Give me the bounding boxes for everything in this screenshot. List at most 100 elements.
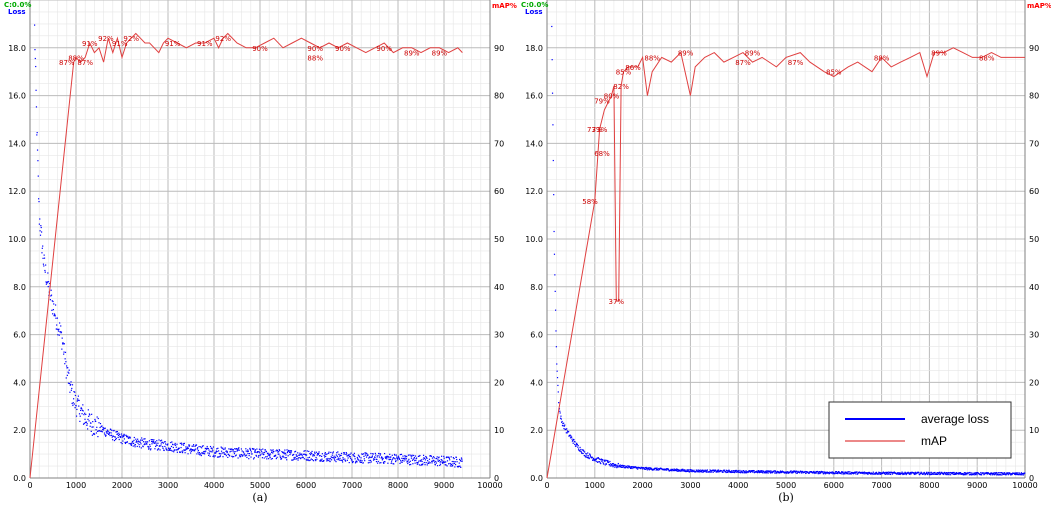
- loss-point: [609, 460, 611, 463]
- loss-point: [390, 456, 392, 458]
- loss-point: [945, 473, 947, 476]
- loss-point: [193, 449, 195, 451]
- loss-point: [979, 474, 982, 476]
- loss-point: [896, 472, 899, 474]
- loss-point: [221, 452, 223, 454]
- map-tick-label: 0: [494, 474, 499, 483]
- loss-point: [329, 460, 331, 463]
- loss-point: [730, 470, 733, 472]
- loss-point: [919, 473, 921, 475]
- loss-point: [889, 473, 892, 475]
- loss-point: [645, 466, 647, 469]
- loss-point: [598, 461, 600, 463]
- loss-point: [714, 469, 717, 471]
- loss-point: [212, 446, 215, 448]
- loss-point: [100, 425, 102, 428]
- loss-point: [312, 454, 314, 456]
- loss-point: [573, 441, 575, 443]
- loss-point: [551, 25, 553, 28]
- loss-point: [874, 473, 876, 475]
- loss-point: [842, 471, 844, 473]
- loss-point: [930, 472, 932, 474]
- loss-point: [800, 470, 802, 473]
- loss-point: [233, 455, 235, 458]
- loss-point: [222, 447, 224, 449]
- loss-point: [358, 459, 360, 461]
- loss-point: [228, 448, 230, 450]
- loss-point: [576, 443, 579, 446]
- loss-point: [989, 472, 991, 475]
- loss-point: [271, 450, 273, 452]
- loss-point: [134, 444, 136, 446]
- loss-point: [987, 472, 989, 474]
- loss-point: [963, 474, 965, 476]
- loss-point: [66, 367, 68, 369]
- loss-point: [54, 314, 56, 316]
- loss-point: [71, 387, 73, 390]
- loss-point: [267, 452, 269, 454]
- loss-tick-label: 12.0: [525, 187, 543, 196]
- map-tick-label: 40: [1029, 283, 1039, 292]
- x-tick-label: 1000: [585, 481, 605, 490]
- loss-tick-label: 0.0: [13, 474, 26, 483]
- loss-point: [1002, 472, 1004, 474]
- loss-point: [66, 374, 68, 376]
- chart-panel-a: 0 1000 2000 3000 4000 5000 6000 7000 8000 9000 100…: [4, 0, 517, 504]
- loss-point: [644, 467, 647, 469]
- loss-point: [362, 462, 364, 464]
- loss-point: [152, 441, 154, 444]
- loss-point: [180, 451, 182, 453]
- loss-point: [969, 473, 972, 476]
- loss-point: [878, 473, 880, 475]
- loss-point: [136, 441, 138, 443]
- loss-point: [864, 473, 866, 475]
- loss-point: [426, 457, 428, 460]
- loss-point: [629, 466, 631, 468]
- loss-point: [87, 409, 89, 411]
- loss-point: [110, 434, 113, 436]
- loss-point: [968, 472, 970, 474]
- loss-point: [728, 470, 731, 473]
- loss-point: [857, 472, 859, 474]
- loss-point: [82, 423, 85, 425]
- loss-point: [310, 454, 312, 456]
- loss-point: [561, 424, 564, 427]
- loss-point: [264, 449, 266, 451]
- loss-point: [951, 472, 953, 475]
- loss-point: [231, 455, 233, 457]
- loss-point: [557, 391, 559, 393]
- loss-point: [915, 473, 917, 475]
- loss-point: [1007, 474, 1009, 476]
- loss-point: [717, 469, 720, 471]
- loss-point: [611, 463, 614, 465]
- loss-point: [378, 456, 381, 458]
- loss-point: [126, 441, 128, 443]
- loss-point: [717, 470, 719, 472]
- loss-point: [1006, 472, 1008, 474]
- loss-point: [878, 471, 881, 474]
- loss-point: [396, 456, 398, 458]
- loss-point: [251, 453, 253, 455]
- loss-point: [400, 459, 402, 462]
- loss-point: [884, 472, 886, 474]
- loss-point: [790, 470, 792, 472]
- loss-point: [767, 470, 769, 473]
- loss-point: [791, 471, 793, 474]
- loss-point: [106, 432, 108, 435]
- loss-point: [431, 460, 433, 462]
- loss-point: [352, 454, 354, 456]
- loss-point: [987, 472, 990, 474]
- loss-point: [62, 342, 64, 344]
- loss-point: [760, 471, 762, 473]
- loss-point: [113, 429, 115, 432]
- loss-point: [791, 470, 793, 473]
- loss-point: [750, 470, 752, 473]
- loss-point: [971, 474, 973, 476]
- loss-point: [879, 472, 881, 474]
- loss-point: [325, 455, 327, 457]
- loss-point: [373, 458, 375, 461]
- loss-point: [579, 446, 581, 449]
- loss-point: [340, 459, 342, 461]
- loss-point: [259, 452, 261, 454]
